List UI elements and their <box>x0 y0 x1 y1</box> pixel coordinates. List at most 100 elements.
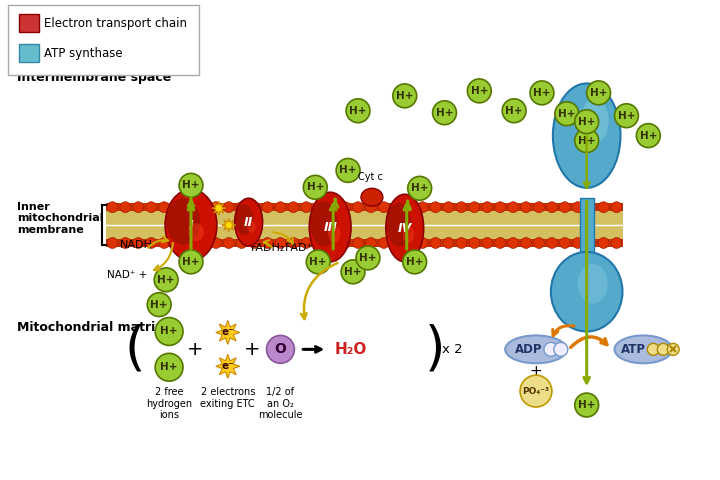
Circle shape <box>288 202 299 213</box>
Circle shape <box>366 238 377 249</box>
Circle shape <box>521 202 531 213</box>
Circle shape <box>266 336 294 363</box>
Text: +: + <box>530 364 542 379</box>
Text: Cyt c: Cyt c <box>358 172 382 182</box>
Circle shape <box>132 238 144 249</box>
Circle shape <box>249 202 260 213</box>
Ellipse shape <box>235 198 263 246</box>
Circle shape <box>249 238 260 249</box>
Circle shape <box>306 250 330 274</box>
Text: III: III <box>323 221 337 234</box>
Circle shape <box>482 238 492 249</box>
Ellipse shape <box>310 201 338 246</box>
Circle shape <box>559 238 570 249</box>
Circle shape <box>495 238 505 249</box>
Circle shape <box>598 202 609 213</box>
Circle shape <box>156 318 183 346</box>
Circle shape <box>197 238 208 249</box>
Text: H+: H+ <box>436 108 454 118</box>
Ellipse shape <box>165 189 217 261</box>
Text: H+: H+ <box>590 88 608 98</box>
Circle shape <box>197 202 208 213</box>
Text: H+: H+ <box>471 86 488 96</box>
Circle shape <box>156 353 183 381</box>
Circle shape <box>482 202 492 213</box>
Text: H+: H+ <box>411 183 428 193</box>
Text: 2 free
hydrogen
ions: 2 free hydrogen ions <box>146 387 192 420</box>
Text: H+: H+ <box>182 257 199 267</box>
Circle shape <box>587 81 611 105</box>
Circle shape <box>346 99 370 123</box>
Circle shape <box>340 238 351 249</box>
Circle shape <box>433 101 456 125</box>
Circle shape <box>443 238 454 249</box>
Text: x 2: x 2 <box>441 343 462 356</box>
Circle shape <box>546 238 557 249</box>
Circle shape <box>534 238 544 249</box>
Circle shape <box>223 202 234 213</box>
Text: NADH: NADH <box>120 240 152 250</box>
Text: e⁻: e⁻ <box>222 327 234 337</box>
Circle shape <box>301 238 312 249</box>
Text: FADH₂: FADH₂ <box>251 243 285 253</box>
Circle shape <box>391 202 402 213</box>
Circle shape <box>443 202 454 213</box>
Circle shape <box>327 202 338 213</box>
Circle shape <box>147 293 171 316</box>
Circle shape <box>223 238 234 249</box>
Ellipse shape <box>310 192 351 262</box>
Circle shape <box>554 342 568 356</box>
Circle shape <box>521 238 531 249</box>
Circle shape <box>356 246 380 270</box>
Ellipse shape <box>553 84 621 188</box>
Circle shape <box>171 202 183 213</box>
Circle shape <box>314 202 325 213</box>
FancyBboxPatch shape <box>580 198 594 252</box>
Circle shape <box>647 343 660 355</box>
FancyBboxPatch shape <box>107 239 624 247</box>
Ellipse shape <box>235 204 253 235</box>
Circle shape <box>145 238 157 249</box>
Circle shape <box>120 238 131 249</box>
Text: (: ( <box>125 324 145 375</box>
Ellipse shape <box>551 252 623 332</box>
Text: H+: H+ <box>639 131 657 141</box>
Ellipse shape <box>577 264 608 304</box>
Circle shape <box>572 238 583 249</box>
Circle shape <box>520 375 552 407</box>
Circle shape <box>379 202 390 213</box>
Circle shape <box>555 102 579 126</box>
Circle shape <box>341 260 365 284</box>
Circle shape <box>495 202 505 213</box>
Circle shape <box>179 173 203 197</box>
Circle shape <box>314 238 325 249</box>
Text: H+: H+ <box>578 400 595 410</box>
Ellipse shape <box>505 336 567 363</box>
Ellipse shape <box>189 223 204 241</box>
Circle shape <box>614 104 639 128</box>
Polygon shape <box>222 218 235 232</box>
Circle shape <box>572 202 583 213</box>
Text: H+: H+ <box>344 267 361 277</box>
Ellipse shape <box>247 221 256 233</box>
Text: H+: H+ <box>534 88 551 98</box>
Ellipse shape <box>403 227 414 243</box>
Circle shape <box>303 175 327 199</box>
Circle shape <box>184 202 195 213</box>
Circle shape <box>456 202 467 213</box>
Circle shape <box>404 202 415 213</box>
Circle shape <box>469 238 480 249</box>
Circle shape <box>417 238 428 249</box>
Circle shape <box>236 238 247 249</box>
Circle shape <box>534 202 544 213</box>
Circle shape <box>598 238 609 249</box>
Text: Electron transport chain: Electron transport chain <box>44 17 187 30</box>
Circle shape <box>120 202 131 213</box>
Circle shape <box>210 238 221 249</box>
Circle shape <box>132 202 144 213</box>
Ellipse shape <box>361 188 383 206</box>
Circle shape <box>336 158 360 182</box>
FancyBboxPatch shape <box>19 14 39 32</box>
Circle shape <box>154 268 178 292</box>
Text: H+: H+ <box>349 106 366 116</box>
